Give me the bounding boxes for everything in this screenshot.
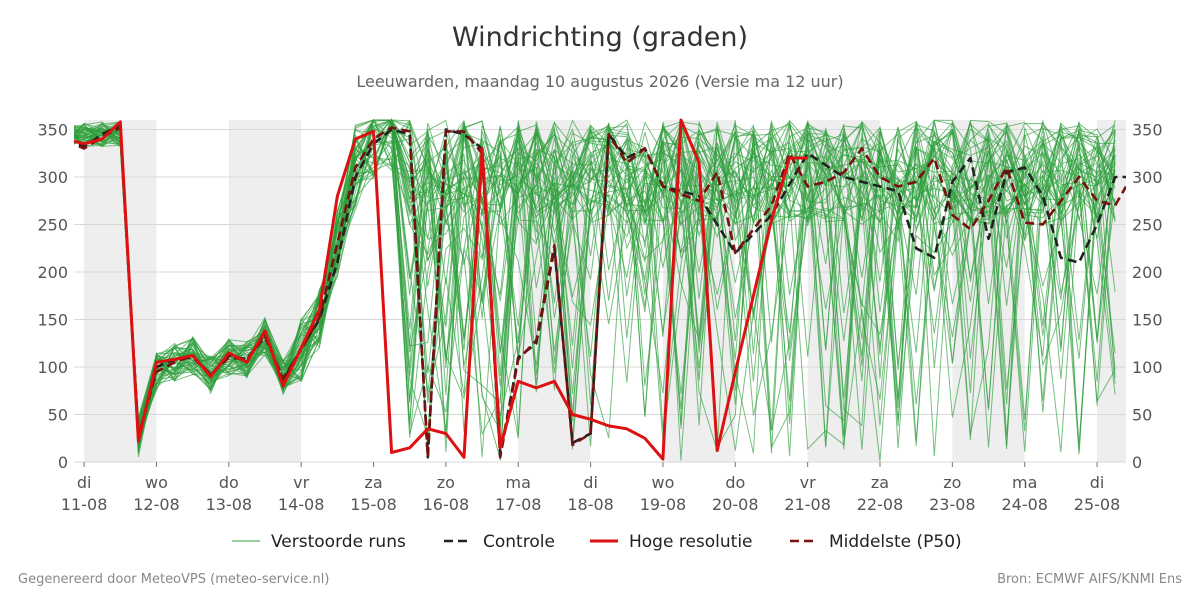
- footer-generated-by: Gegenereerd door MeteoVPS (meteo-service…: [18, 572, 330, 587]
- chart-subtitle: Leeuwarden, maandag 10 augustus 2026 (Ve…: [356, 72, 844, 91]
- x-tick-date-6: 17-08: [495, 495, 542, 514]
- main-series-group: [74, 118, 1126, 461]
- x-tick-date-10: 21-08: [784, 495, 831, 514]
- x-tick-date-12: 23-08: [929, 495, 976, 514]
- x-tick-date-1: 12-08: [133, 495, 180, 514]
- legend-label-3: Middelste (P50): [829, 532, 962, 552]
- x-tick-day-10: vr: [800, 473, 816, 492]
- legend-label-1: Controle: [483, 532, 555, 552]
- x-tick-day-0: di: [77, 473, 92, 492]
- x-tick-date-7: 18-08: [567, 495, 614, 514]
- ensemble-member-38: [74, 121, 1116, 443]
- legend-label-2: Hoge resolutie: [629, 532, 753, 552]
- night-band-1: [228, 120, 302, 462]
- x-tick-date-5: 16-08: [423, 495, 470, 514]
- y-tick-left-0: 0: [58, 453, 68, 472]
- y-tick-left-300: 300: [37, 168, 68, 187]
- x-tick-date-9: 20-08: [712, 495, 759, 514]
- ensemble-group: [74, 118, 1116, 462]
- x-tick-date-0: 11-08: [61, 495, 108, 514]
- x-tick-day-11: za: [871, 473, 889, 492]
- y-tick-right-350: 350: [1132, 121, 1163, 140]
- x-tick-date-2: 13-08: [206, 495, 253, 514]
- y-tick-left-350: 350: [37, 121, 68, 140]
- x-tick-day-1: wo: [145, 473, 168, 492]
- x-tick-day-7: di: [583, 473, 598, 492]
- x-tick-date-3: 14-08: [278, 495, 325, 514]
- x-tick-day-9: do: [725, 473, 745, 492]
- x-tick-day-2: do: [219, 473, 239, 492]
- x-tick-date-14: 25-08: [1074, 495, 1121, 514]
- chart-title: Windrichting (graden): [451, 22, 749, 53]
- y-tick-right-250: 250: [1132, 216, 1163, 235]
- y-tick-right-50: 50: [1132, 406, 1152, 425]
- ensemble-member-48: [74, 119, 1116, 453]
- x-tick-day-14: di: [1090, 473, 1105, 492]
- y-tick-right-100: 100: [1132, 358, 1163, 377]
- x-tick-day-8: wo: [652, 473, 675, 492]
- y-tick-right-300: 300: [1132, 168, 1163, 187]
- y-tick-left-50: 50: [48, 406, 68, 425]
- x-tick-date-13: 24-08: [1001, 495, 1048, 514]
- x-tick-day-12: zo: [943, 473, 961, 492]
- y-tick-left-150: 150: [37, 311, 68, 330]
- x-tick-date-4: 15-08: [350, 495, 397, 514]
- y-tick-right-200: 200: [1132, 263, 1163, 282]
- x-tick-day-4: za: [364, 473, 382, 492]
- ensemble-member-43: [74, 118, 1116, 441]
- x-tick-day-13: ma: [1012, 473, 1037, 492]
- y-tick-right-150: 150: [1132, 311, 1163, 330]
- series-middelste-p50-: [74, 126, 1126, 459]
- y-tick-right-0: 0: [1132, 453, 1142, 472]
- x-tick-day-3: vr: [293, 473, 309, 492]
- ensemble-member-46: [74, 125, 1116, 435]
- ensemble-member-23: [74, 121, 1116, 461]
- ensemble-member-20: [74, 121, 1116, 444]
- x-tick-date-8: 19-08: [640, 495, 687, 514]
- ensemble-member-41: [74, 118, 1116, 452]
- x-tick-day-6: ma: [506, 473, 531, 492]
- x-tick-date-11: 22-08: [857, 495, 904, 514]
- x-tick-day-5: zo: [437, 473, 455, 492]
- ensemble-member-49: [74, 119, 1116, 453]
- y-tick-left-250: 250: [37, 216, 68, 235]
- footer-source: Bron: ECMWF AIFS/KNMI Ens: [997, 572, 1182, 587]
- y-tick-left-100: 100: [37, 358, 68, 377]
- y-tick-left-200: 200: [37, 263, 68, 282]
- legend-label-0: Verstoorde runs: [271, 532, 406, 552]
- series-hoge-resolutie: [74, 118, 808, 461]
